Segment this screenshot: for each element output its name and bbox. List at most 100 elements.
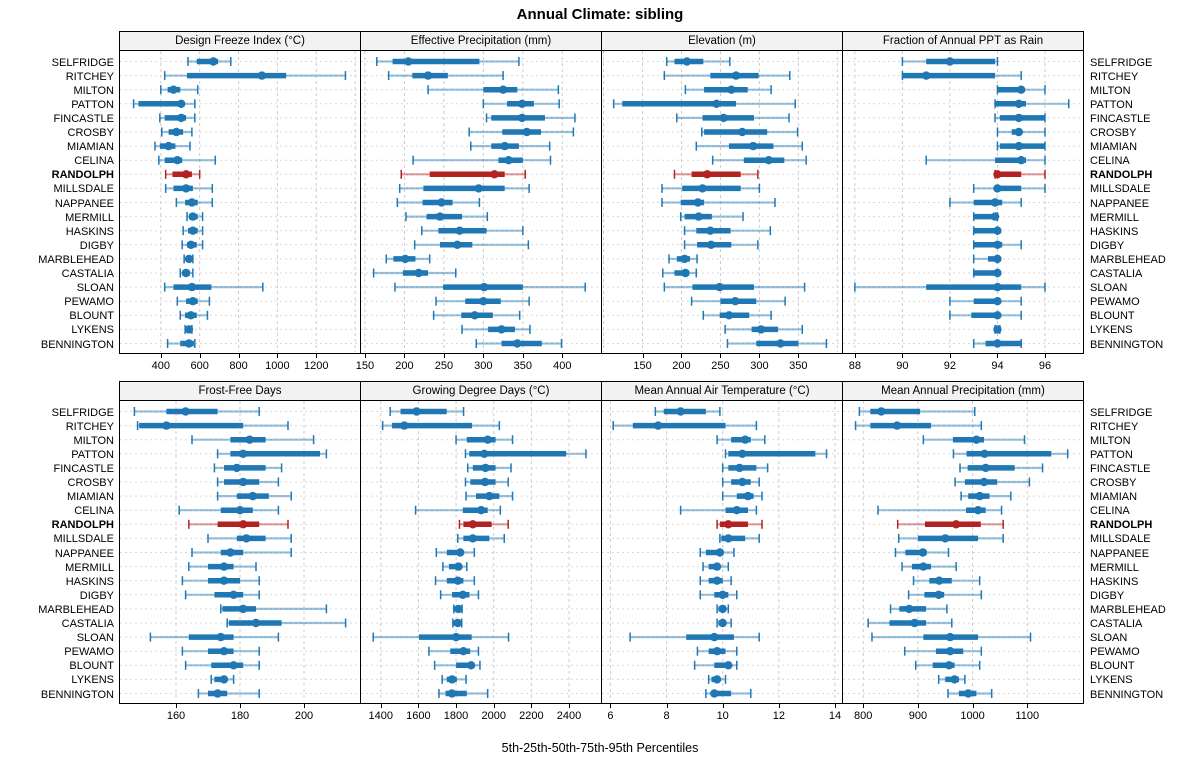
site-label-right-patton: PATTON [1090, 98, 1133, 111]
site-label-right-bennington: BENNINGTON [1090, 688, 1164, 701]
median-dot [453, 618, 462, 628]
median-dot [517, 99, 527, 108]
axis-tick-label: 1000 [960, 710, 985, 722]
site-label-left-blount: BLOUNT [69, 310, 114, 323]
axis-tickmark [240, 704, 241, 708]
median-dot [756, 325, 766, 334]
axis-tick-label: 6 [607, 710, 614, 722]
median-dot [188, 297, 198, 306]
axis-tickmark [456, 704, 458, 708]
axis-tickmark [531, 704, 533, 708]
median-dot [706, 226, 715, 235]
panel-strip-title: Mean Annual Air Temperature (°C) [601, 381, 843, 401]
median-dot [188, 226, 198, 235]
site-label-left-castalia: CASTALIA [61, 618, 114, 630]
median-dot [458, 590, 468, 599]
median-dot [517, 113, 527, 123]
axis-tick-label: 800 [229, 360, 248, 372]
site-label-right-blount: BLOUNT [1090, 310, 1135, 323]
site-label-right-marblehead: MARBLEHEAD [1090, 603, 1166, 616]
median-dot [257, 71, 267, 80]
median-dot [935, 576, 944, 585]
axis-tick-label: 94 [991, 360, 1004, 372]
median-dot [921, 71, 931, 80]
axis-tick-label: 600 [190, 360, 209, 372]
median-dot [219, 675, 229, 684]
panel-growing-degree-days-c: Growing Degree Days (°C) 1400 1600 1800 2000… [360, 381, 602, 727]
median-dot [186, 240, 196, 249]
panel-plot-svg [120, 51, 360, 352]
site-label-left-crosby: CROSBY [67, 127, 114, 139]
panels-row-top: Design Freeze Index (°C) 400 600 800 1000 120… [119, 31, 1084, 377]
median-dot [186, 311, 196, 320]
median-dot [245, 435, 254, 444]
median-dot [735, 463, 744, 473]
median-dot [710, 689, 719, 698]
median-dot [764, 156, 773, 165]
site-label-left-miamian: MIAMIAN [66, 491, 114, 504]
axis-tick-label: 1000 [265, 360, 290, 372]
median-dot [990, 198, 1000, 207]
x-axis: 160 180 200 [119, 704, 361, 727]
axis-caption: 5th-25th-50th-75th-95th Percentiles [501, 741, 699, 755]
site-label-left-nappanee: NAPPANEE [54, 197, 114, 210]
median-dot [219, 576, 229, 585]
median-dot [455, 226, 464, 235]
median-dot [229, 590, 238, 599]
panel-plot-svg [361, 401, 601, 702]
median-dot [232, 463, 241, 473]
axis-tickmark [364, 354, 366, 358]
axis-tick-label: 200 [395, 360, 414, 372]
median-dot [479, 297, 488, 306]
median-dot [401, 254, 410, 264]
median-dot [423, 71, 433, 80]
site-label-left-celina: CELINA [74, 505, 114, 518]
median-dot [177, 99, 186, 108]
site-label-right-blount: BLOUNT [1090, 660, 1135, 673]
x-axis: 150 200 250 300 350 400 [356, 354, 602, 377]
median-dot [653, 421, 663, 430]
site-label-left-bennington: BENNINGTON [40, 688, 114, 701]
median-dot [480, 449, 489, 458]
site-label-left-castalia: CASTALIA [61, 268, 114, 280]
median-dot [993, 282, 1002, 292]
median-dot [468, 534, 478, 543]
site-label-right-haskins: HASKINS [1090, 225, 1139, 238]
median-dot [248, 491, 257, 501]
axis-tickmark [666, 704, 668, 708]
panel-band-bottom: SELFRIDGE RITCHEY MILTON PATTON FINCASTLE CRO… [0, 381, 1200, 727]
panel-plot-svg [602, 51, 842, 352]
site-label-left-millsdale: MILLSDALE [53, 533, 114, 546]
site-label-left-sloan: SLOAN [76, 632, 114, 645]
site-label-right-crosby: CROSBY [1090, 127, 1137, 139]
site-label-right-lykens: LYKENS [1090, 324, 1133, 337]
axis-tickmark [493, 704, 495, 708]
median-dot [181, 170, 191, 179]
site-label-left-digby: DIGBY [79, 239, 114, 252]
axis-tick-label: 14 [828, 710, 842, 722]
axis-tickmark [902, 354, 904, 358]
median-dot [216, 632, 225, 642]
median-dot [1014, 141, 1024, 151]
median-dot [993, 311, 1002, 320]
site-label-left-marblehead: MARBLEHEAD [38, 603, 114, 616]
median-dot [979, 477, 989, 487]
median-dot [712, 562, 722, 571]
site-label-right-castalia: CASTALIA [1090, 618, 1143, 630]
site-label-right-nappanee: NAPPANEE [1090, 197, 1150, 210]
site-label-left-millsdale: MILLSDALE [53, 183, 114, 196]
axis-tick-label: 96 [1038, 360, 1052, 372]
panel-strip-title: Frost-Free Days [119, 381, 361, 401]
median-dot [963, 689, 973, 698]
median-dot [945, 57, 955, 66]
axis-tickmark [610, 704, 612, 708]
median-dot [239, 477, 248, 487]
axis-tickmark [722, 704, 724, 708]
median-dot [447, 689, 457, 698]
median-dot [676, 407, 685, 416]
median-dot [918, 548, 928, 557]
x-axis: 6 8 10 12 14 [601, 704, 843, 727]
site-label-left-mermill: MERMILL [65, 561, 114, 574]
site-label-right-millsdale: MILLSDALE [1090, 533, 1151, 546]
